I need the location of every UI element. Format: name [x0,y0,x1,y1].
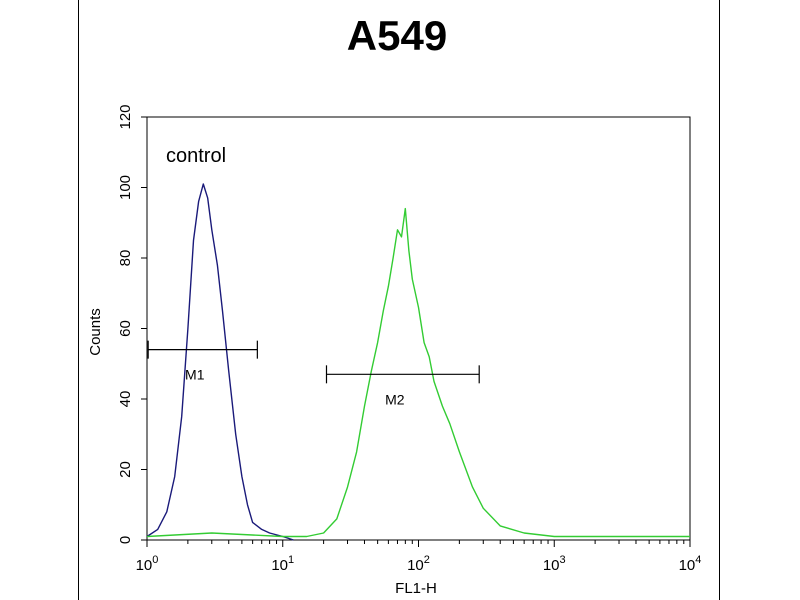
m2-marker-label: M2 [385,391,405,407]
plot-area [146,116,691,541]
x-tick-label: 102 [407,554,430,574]
x-tick-label: 101 [271,554,294,574]
control-histogram-line [146,183,294,541]
y-axis-title: Counts [87,308,104,356]
chart-title: A549 [347,12,447,59]
y-tick-label: 100 [117,175,134,200]
figure-frame [78,0,720,600]
x-tick-label: 104 [679,554,702,574]
control-annotation: control [166,145,226,167]
m1-marker-label: M1 [185,367,205,383]
sample-histogram-line [146,207,690,538]
x-tick-label: 100 [136,554,159,574]
y-tick-label: 20 [117,461,134,478]
x-axis-title: FL1-H [395,580,437,597]
y-tick-label: 40 [117,391,134,408]
y-tick-label: 120 [117,104,134,129]
y-tick-label: 0 [117,536,134,544]
x-tick-label: 103 [543,554,566,574]
y-tick-label: 60 [117,320,134,337]
y-tick-label: 80 [117,250,134,267]
